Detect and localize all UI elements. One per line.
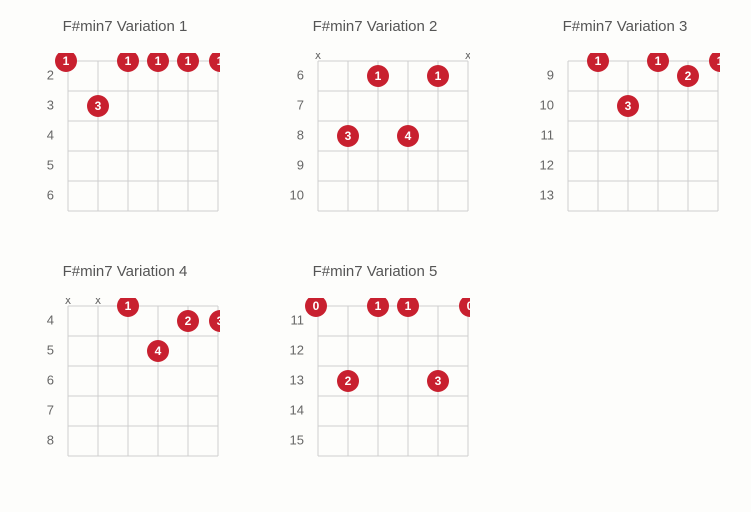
svg-text:1: 1 bbox=[63, 54, 70, 68]
svg-text:5: 5 bbox=[47, 157, 54, 172]
svg-text:3: 3 bbox=[625, 99, 632, 113]
svg-text:6: 6 bbox=[297, 67, 304, 82]
svg-text:1: 1 bbox=[375, 299, 382, 313]
chord-grid: 91011121311123 bbox=[530, 53, 720, 233]
chord-diagram-4: F#min7 Variation 4 4 5 6 7 8 x x 1 2 3 4 bbox=[30, 263, 220, 478]
svg-text:1: 1 bbox=[125, 54, 132, 68]
svg-text:4: 4 bbox=[405, 129, 412, 143]
svg-text:10: 10 bbox=[540, 97, 554, 112]
svg-text:2: 2 bbox=[685, 69, 692, 83]
svg-text:1: 1 bbox=[405, 299, 412, 313]
svg-text:x: x bbox=[315, 53, 321, 62]
svg-text:5: 5 bbox=[47, 342, 54, 357]
svg-text:2: 2 bbox=[345, 374, 352, 388]
svg-text:3: 3 bbox=[47, 97, 54, 112]
svg-text:1: 1 bbox=[595, 54, 602, 68]
svg-text:1: 1 bbox=[185, 54, 192, 68]
svg-text:4: 4 bbox=[47, 312, 54, 327]
chord-title: F#min7 Variation 5 bbox=[280, 263, 470, 280]
svg-text:8: 8 bbox=[47, 432, 54, 447]
svg-text:3: 3 bbox=[217, 314, 220, 328]
chord-grid: 4 5 6 7 8 x x 1 2 3 4 bbox=[30, 298, 220, 478]
svg-text:1: 1 bbox=[375, 69, 382, 83]
svg-text:12: 12 bbox=[540, 157, 554, 172]
svg-text:11: 11 bbox=[541, 127, 555, 142]
svg-text:2: 2 bbox=[185, 314, 192, 328]
chord-title: F#min7 Variation 4 bbox=[30, 263, 220, 280]
chord-title: F#min7 Variation 3 bbox=[530, 18, 720, 35]
svg-text:6: 6 bbox=[47, 372, 54, 387]
svg-text:1: 1 bbox=[155, 54, 162, 68]
svg-text:14: 14 bbox=[290, 402, 304, 417]
svg-text:2: 2 bbox=[47, 67, 54, 82]
row-2: F#min7 Variation 4 45678xx1234 F#min7 Va… bbox=[30, 263, 721, 478]
row-1: F#min7 Variation 1 23456111113 F#min7 Va… bbox=[30, 18, 721, 233]
svg-text:10: 10 bbox=[290, 187, 304, 202]
svg-text:11: 11 bbox=[291, 312, 305, 327]
svg-text:6: 6 bbox=[47, 187, 54, 202]
chord-chart-page: F#min7 Variation 1 23456111113 F#min7 Va… bbox=[0, 0, 751, 512]
svg-text:1: 1 bbox=[435, 69, 442, 83]
svg-text:9: 9 bbox=[547, 67, 554, 82]
svg-text:7: 7 bbox=[297, 97, 304, 112]
chord-diagram-3: F#min7 Variation 3 91011121311123 bbox=[530, 18, 720, 233]
svg-text:1: 1 bbox=[655, 54, 662, 68]
chord-grid: 1112131415011032 bbox=[280, 298, 470, 478]
svg-text:x: x bbox=[95, 298, 101, 307]
svg-text:12: 12 bbox=[290, 342, 304, 357]
chord-diagram-5: F#min7 Variation 5 1112131415011032 bbox=[280, 263, 470, 478]
svg-text:1: 1 bbox=[217, 54, 220, 68]
svg-text:0: 0 bbox=[313, 299, 320, 313]
chord-grid: 6 7 8 9 10 x x 1 1 3 4 bbox=[280, 53, 470, 233]
svg-text:4: 4 bbox=[47, 127, 54, 142]
svg-text:13: 13 bbox=[540, 187, 554, 202]
svg-text:x: x bbox=[65, 298, 71, 307]
svg-text:13: 13 bbox=[290, 372, 304, 387]
svg-text:8: 8 bbox=[297, 127, 304, 142]
chord-title: F#min7 Variation 1 bbox=[30, 18, 220, 35]
svg-text:3: 3 bbox=[345, 129, 352, 143]
chord-diagram-1: F#min7 Variation 1 2 3 4 5 6 1 1 1 1 1 3 bbox=[30, 18, 220, 233]
svg-text:4: 4 bbox=[155, 344, 162, 358]
svg-text:15: 15 bbox=[290, 432, 304, 447]
svg-text:1: 1 bbox=[717, 54, 720, 68]
svg-text:7: 7 bbox=[47, 402, 54, 417]
svg-text:3: 3 bbox=[435, 374, 442, 388]
chord-diagram-2: F#min7 Variation 2 6 7 8 9 10 x x 1 1 3 4 bbox=[280, 18, 470, 233]
svg-text:9: 9 bbox=[297, 157, 304, 172]
svg-text:3: 3 bbox=[95, 99, 102, 113]
svg-text:x: x bbox=[465, 53, 470, 62]
chord-grid: 2 3 4 5 6 1 1 1 1 1 3 bbox=[30, 53, 220, 233]
svg-text:1: 1 bbox=[125, 299, 132, 313]
svg-text:0: 0 bbox=[467, 299, 470, 313]
chord-title: F#min7 Variation 2 bbox=[280, 18, 470, 35]
